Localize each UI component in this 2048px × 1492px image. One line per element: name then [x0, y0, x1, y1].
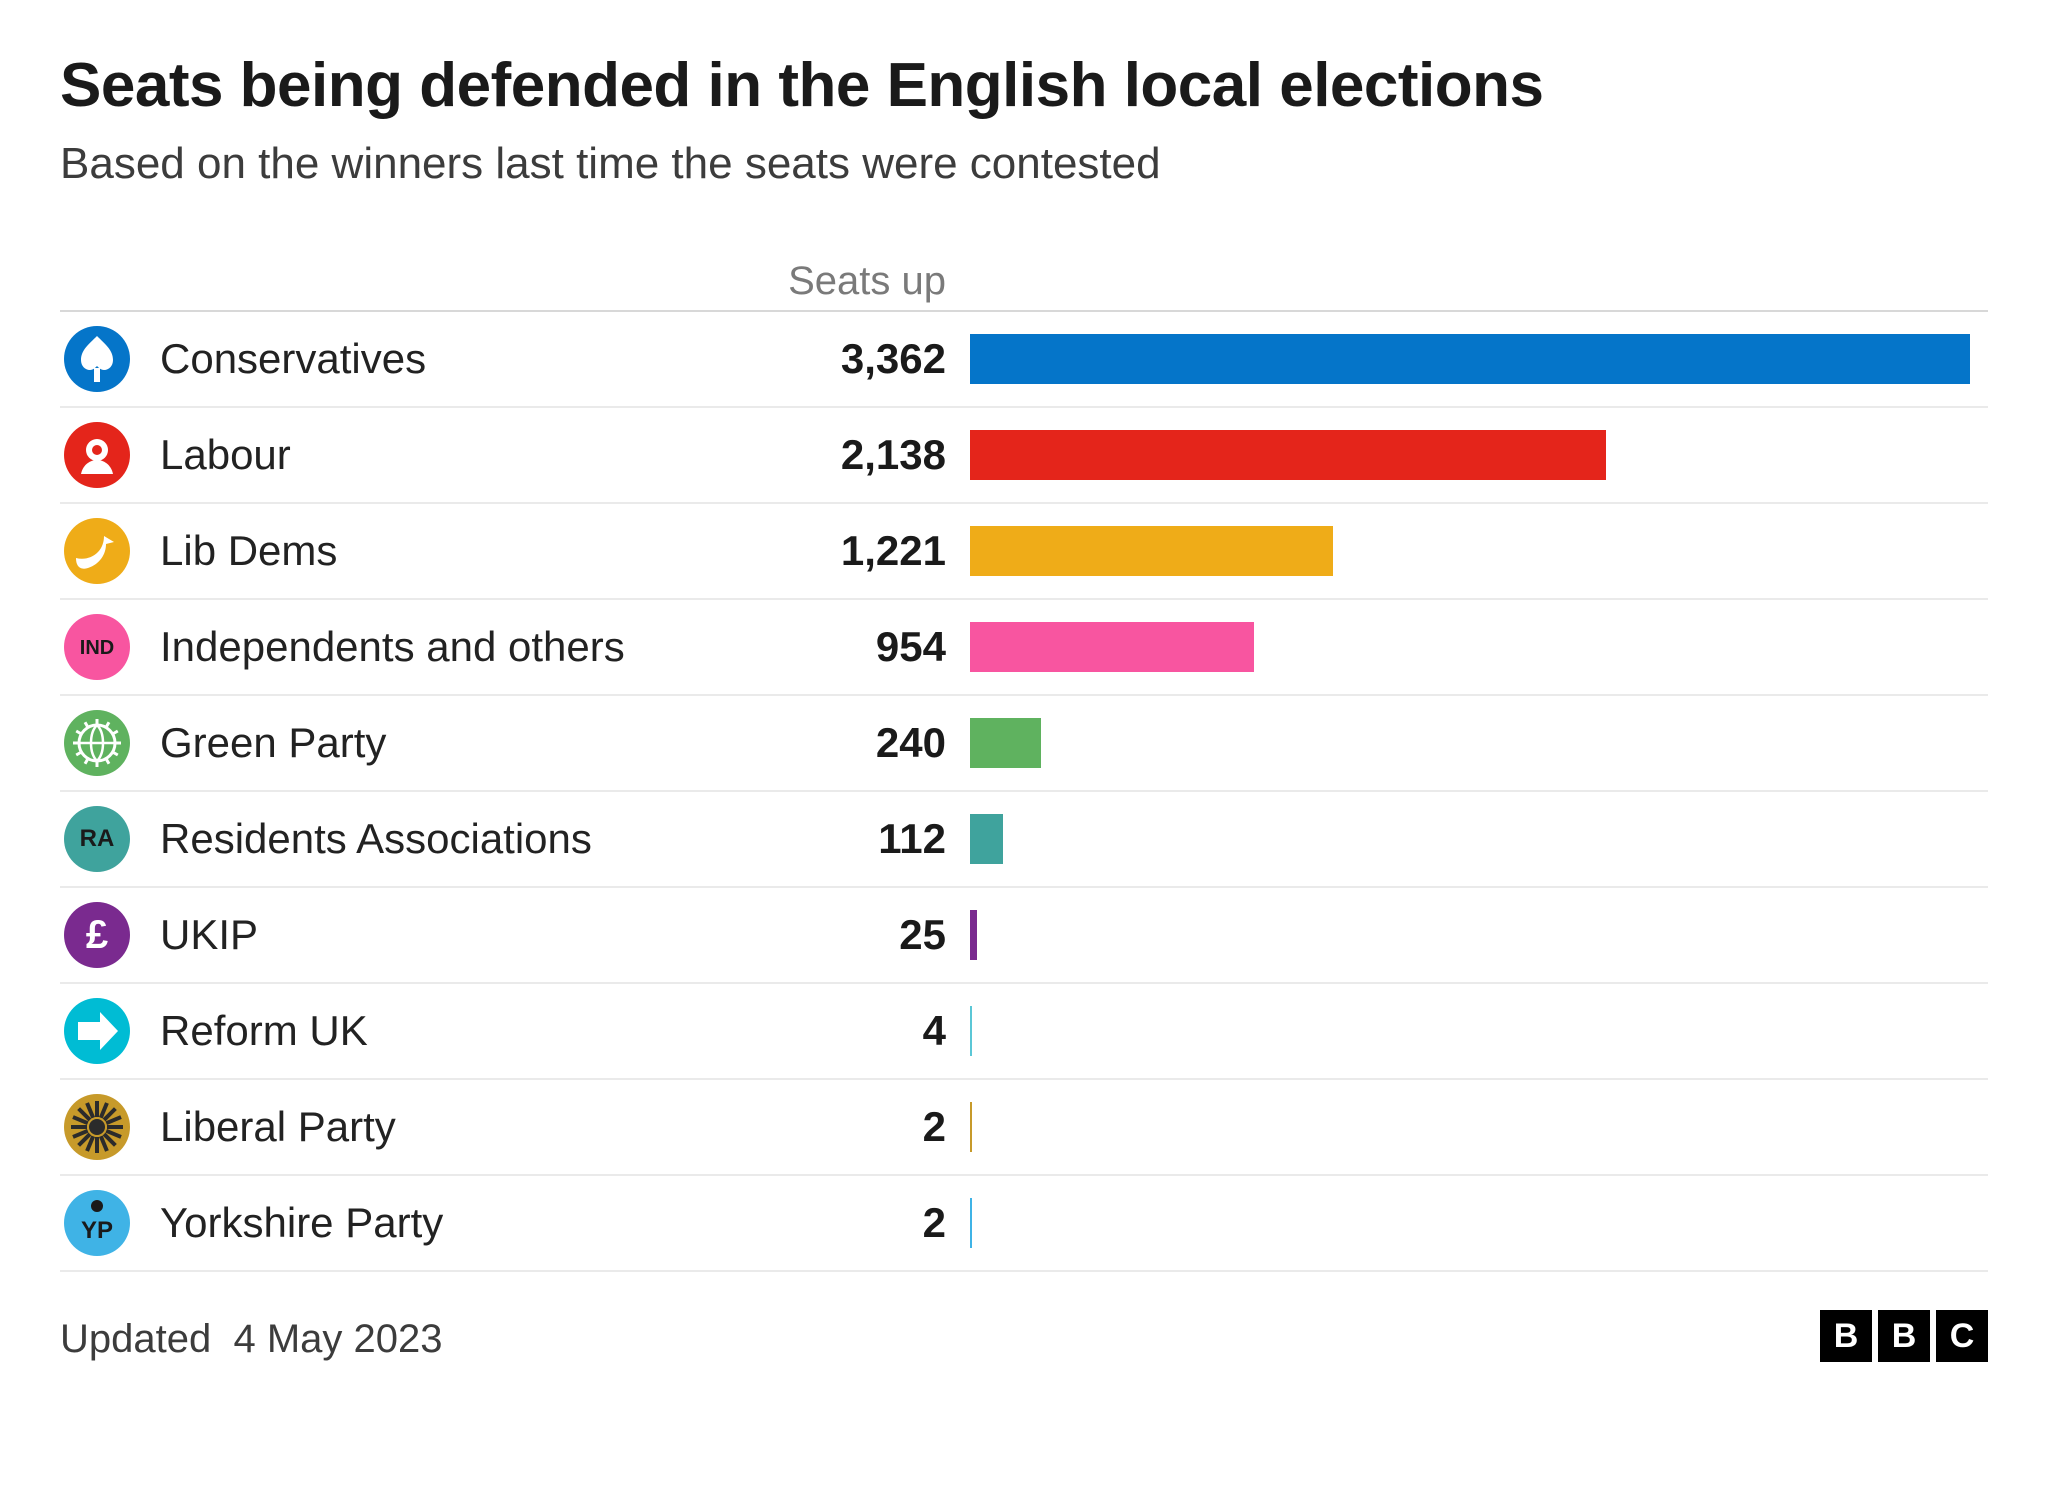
seat-count: 954: [780, 623, 970, 671]
party-icon: [64, 518, 130, 584]
chart-title: Seats being defended in the English loca…: [60, 50, 1988, 121]
party-icon: YP: [64, 1190, 130, 1256]
seat-count: 25: [780, 911, 970, 959]
chart-footer: Updated 4 May 2023 BBC: [60, 1310, 1988, 1362]
party-name: Lib Dems: [160, 527, 780, 575]
table-row: Lib Dems1,221: [60, 504, 1988, 600]
table-row: Green Party240: [60, 696, 1988, 792]
bar: [970, 1006, 972, 1056]
table-row: Conservatives3,362: [60, 312, 1988, 408]
party-name: Conservatives: [160, 335, 780, 383]
party-icon: [64, 1094, 130, 1160]
party-name: Liberal Party: [160, 1103, 780, 1151]
party-icon: £: [64, 902, 130, 968]
table-row: IND Independents and others954: [60, 600, 1988, 696]
party-icon: [64, 710, 130, 776]
updated-date: 4 May 2023: [233, 1317, 442, 1361]
bar: [970, 526, 1333, 576]
party-name: Green Party: [160, 719, 780, 767]
seat-count: 2,138: [780, 431, 970, 479]
bbc-logo-letter: B: [1820, 1310, 1872, 1362]
bar-chart: Seats up Conservatives3,362Labour2,138Li…: [60, 259, 1988, 1272]
party-name: Reform UK: [160, 1007, 780, 1055]
party-name: Labour: [160, 431, 780, 479]
column-header-row: Seats up: [60, 259, 1988, 312]
svg-text:£: £: [86, 913, 108, 957]
party-icon: [64, 326, 130, 392]
bbc-logo-letter: C: [1936, 1310, 1988, 1362]
table-row: Labour2,138: [60, 408, 1988, 504]
party-icon: IND: [64, 614, 130, 680]
seat-count: 240: [780, 719, 970, 767]
party-name: Independents and others: [160, 623, 780, 671]
bbc-logo-letter: B: [1878, 1310, 1930, 1362]
seat-count: 4: [780, 1007, 970, 1055]
svg-text:YP: YP: [81, 1217, 113, 1244]
bar: [970, 622, 1254, 672]
party-name: Yorkshire Party: [160, 1199, 780, 1247]
column-header-seats: Seats up: [780, 259, 970, 304]
table-row: £ UKIP25: [60, 888, 1988, 984]
svg-text:RA: RA: [80, 825, 115, 852]
seat-count: 2: [780, 1103, 970, 1151]
updated-label: Updated: [60, 1317, 211, 1361]
party-icon: [64, 422, 130, 488]
bar: [970, 430, 1606, 480]
chart-subtitle: Based on the winners last time the seats…: [60, 139, 1988, 189]
bbc-logo: BBC: [1820, 1310, 1988, 1362]
bar: [970, 1198, 972, 1248]
seat-count: 112: [780, 815, 970, 863]
party-name: Residents Associations: [160, 815, 780, 863]
table-row: Reform UK4: [60, 984, 1988, 1080]
bar: [970, 1102, 972, 1152]
updated-text: Updated 4 May 2023: [60, 1317, 443, 1362]
table-row: RA Residents Associations112: [60, 792, 1988, 888]
bar: [970, 814, 1003, 864]
seat-count: 3,362: [780, 335, 970, 383]
bar: [970, 910, 977, 960]
table-row: Liberal Party2: [60, 1080, 1988, 1176]
party-icon: [64, 998, 130, 1064]
table-row: YP Yorkshire Party2: [60, 1176, 1988, 1272]
party-icon: RA: [64, 806, 130, 872]
svg-text:IND: IND: [80, 637, 114, 659]
seat-count: 2: [780, 1199, 970, 1247]
bar: [970, 718, 1041, 768]
party-name: UKIP: [160, 911, 780, 959]
bar: [970, 334, 1970, 384]
seat-count: 1,221: [780, 527, 970, 575]
